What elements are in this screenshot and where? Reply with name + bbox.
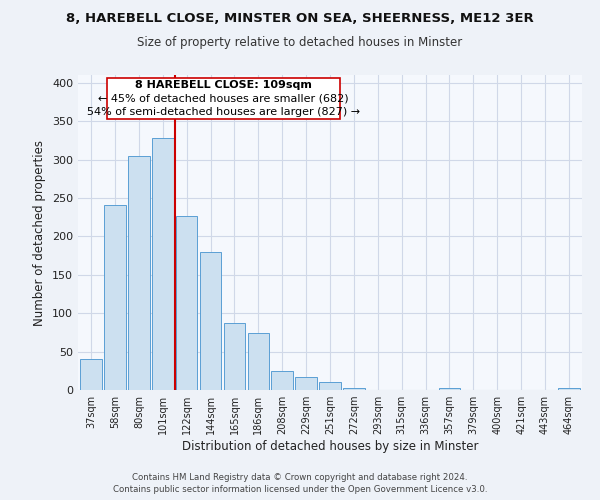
Y-axis label: Number of detached properties: Number of detached properties [34,140,46,326]
Bar [319,382,341,390]
Text: Contains HM Land Registry data © Crown copyright and database right 2024.: Contains HM Land Registry data © Crown c… [132,474,468,482]
Bar [176,216,197,390]
Bar [295,377,317,390]
Bar [200,252,221,390]
Bar [128,156,149,390]
Text: 8 HAREBELL CLOSE: 109sqm: 8 HAREBELL CLOSE: 109sqm [134,80,311,90]
FancyBboxPatch shape [107,78,340,119]
Bar [224,323,245,390]
Bar [439,388,460,390]
Text: 54% of semi-detached houses are larger (827) →: 54% of semi-detached houses are larger (… [86,107,359,117]
Bar [343,388,365,390]
Text: Size of property relative to detached houses in Minster: Size of property relative to detached ho… [137,36,463,49]
Bar [558,388,580,390]
Bar [104,205,126,390]
X-axis label: Distribution of detached houses by size in Minster: Distribution of detached houses by size … [182,440,478,453]
Text: ← 45% of detached houses are smaller (682): ← 45% of detached houses are smaller (68… [98,94,349,104]
Bar [80,358,102,390]
Bar [271,371,293,390]
Bar [152,138,173,390]
Bar [248,333,269,390]
Text: Contains public sector information licensed under the Open Government Licence v3: Contains public sector information licen… [113,485,487,494]
Text: 8, HAREBELL CLOSE, MINSTER ON SEA, SHEERNESS, ME12 3ER: 8, HAREBELL CLOSE, MINSTER ON SEA, SHEER… [66,12,534,26]
